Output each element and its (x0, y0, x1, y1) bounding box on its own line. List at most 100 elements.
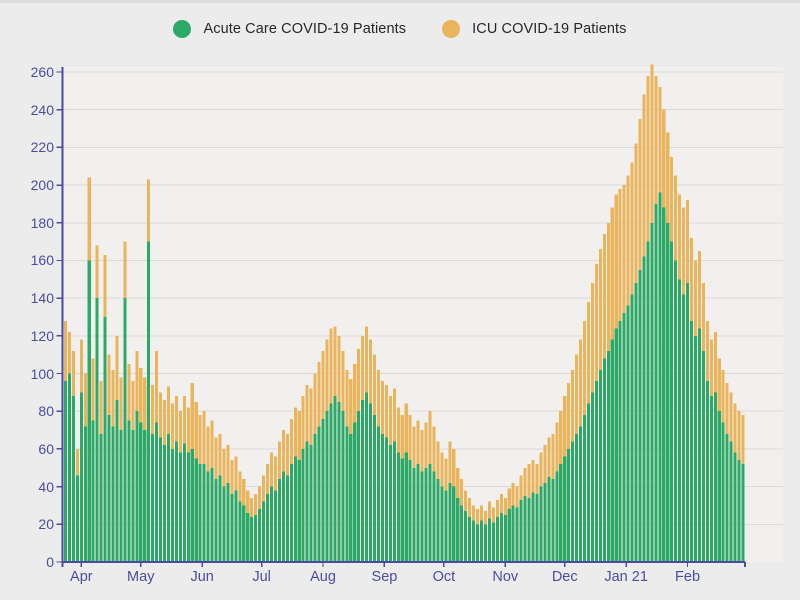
bar-icu[interactable] (689, 237, 694, 321)
bar-acute-care[interactable] (155, 422, 159, 562)
bar-icu[interactable] (246, 490, 250, 513)
bar-acute-care[interactable] (254, 514, 258, 562)
bar-icu[interactable] (79, 339, 83, 393)
bar-acute-care[interactable] (527, 497, 531, 562)
bar-icu[interactable] (721, 369, 725, 423)
bar-acute-care[interactable] (682, 294, 686, 562)
bar-acute-care[interactable] (293, 456, 297, 562)
bar-acute-care[interactable] (321, 418, 325, 562)
bar-acute-care[interactable] (404, 452, 408, 562)
bar-acute-care[interactable] (511, 505, 515, 562)
bar-acute-care[interactable] (269, 486, 274, 562)
bar-acute-care[interactable] (190, 448, 194, 562)
bar-acute-care[interactable] (214, 479, 218, 562)
bar-acute-care[interactable] (246, 513, 250, 562)
bar-acute-care[interactable] (309, 445, 313, 562)
bar-icu[interactable] (468, 497, 472, 517)
bar-acute-care[interactable] (151, 433, 155, 562)
bar-icu[interactable] (543, 445, 547, 483)
bar-acute-care[interactable] (472, 520, 476, 562)
bar-icu[interactable] (674, 175, 678, 261)
bar-icu[interactable] (436, 441, 440, 480)
bar-icu[interactable] (309, 388, 313, 446)
bar-acute-care[interactable] (428, 464, 432, 562)
bar-icu[interactable] (642, 94, 646, 257)
bar-acute-care[interactable] (594, 381, 598, 562)
bar-acute-care[interactable] (206, 471, 210, 562)
bar-icu[interactable] (682, 207, 686, 295)
bar-icu[interactable] (198, 415, 202, 464)
bar-icu[interactable] (618, 188, 622, 321)
bar-icu[interactable] (163, 399, 167, 446)
bar-acute-care[interactable] (717, 411, 721, 562)
bar-icu[interactable] (658, 87, 662, 193)
bar-icu[interactable] (670, 156, 674, 242)
bar-acute-care[interactable] (614, 328, 618, 562)
bar-icu[interactable] (464, 490, 468, 512)
bar-acute-care[interactable] (103, 317, 107, 562)
bar-acute-care[interactable] (586, 403, 591, 562)
bar-acute-care[interactable] (646, 241, 650, 562)
bar-icu[interactable] (103, 254, 107, 317)
bar-acute-care[interactable] (222, 486, 226, 562)
bar-acute-care[interactable] (721, 422, 725, 562)
bar-icu[interactable] (539, 452, 543, 487)
bar-acute-care[interactable] (83, 426, 87, 562)
bar-icu[interactable] (646, 75, 650, 242)
bar-icu[interactable] (396, 407, 400, 453)
bar-acute-care[interactable] (424, 467, 428, 562)
bar-icu[interactable] (487, 501, 491, 519)
bar-icu[interactable] (170, 403, 174, 449)
bar-icu[interactable] (737, 411, 741, 461)
bar-icu[interactable] (123, 241, 127, 299)
bar-icu[interactable] (614, 194, 618, 329)
bar-acute-care[interactable] (555, 471, 559, 562)
bar-icu[interactable] (392, 388, 396, 442)
bar-acute-care[interactable] (618, 320, 622, 562)
bar-acute-care[interactable] (333, 396, 337, 562)
bar-acute-care[interactable] (460, 505, 464, 562)
bar-icu[interactable] (63, 320, 68, 382)
bar-acute-care[interactable] (289, 464, 293, 562)
bar-acute-care[interactable] (523, 496, 527, 562)
bar-acute-care[interactable] (99, 433, 103, 562)
bar-icu[interactable] (400, 415, 404, 459)
bar-acute-care[interactable] (376, 426, 381, 562)
bar-acute-care[interactable] (87, 260, 91, 562)
bar-acute-care[interactable] (519, 499, 523, 562)
bar-acute-care[interactable] (729, 441, 733, 562)
bar-icu[interactable] (376, 369, 381, 427)
bar-acute-care[interactable] (329, 403, 333, 562)
bar-icu[interactable] (717, 358, 721, 412)
bar-acute-care[interactable] (277, 479, 281, 562)
bar-icu[interactable] (590, 283, 594, 393)
bar-acute-care[interactable] (543, 482, 547, 562)
bar-icu[interactable] (555, 422, 559, 472)
bar-icu[interactable] (567, 382, 571, 449)
bar-icu[interactable] (495, 499, 499, 517)
bar-acute-care[interactable] (551, 479, 555, 562)
bar-icu[interactable] (678, 194, 682, 280)
bar-acute-care[interactable] (697, 328, 701, 562)
bar-icu[interactable] (499, 494, 503, 513)
bar-acute-care[interactable] (388, 445, 392, 562)
bar-icu[interactable] (693, 260, 698, 336)
bar-acute-care[interactable] (499, 513, 503, 562)
bar-acute-care[interactable] (693, 335, 698, 562)
bar-icu[interactable] (456, 467, 460, 498)
bar-acute-care[interactable] (598, 369, 602, 562)
bar-icu[interactable] (317, 362, 321, 427)
bar-icu[interactable] (733, 403, 737, 453)
bar-acute-care[interactable] (250, 516, 254, 562)
bar-icu[interactable] (741, 415, 745, 464)
bar-icu[interactable] (262, 475, 266, 502)
bar-acute-care[interactable] (436, 479, 440, 562)
bar-icu[interactable] (479, 505, 484, 521)
bar-icu[interactable] (654, 75, 658, 204)
bar-acute-care[interactable] (416, 464, 420, 562)
bar-acute-care[interactable] (127, 420, 131, 562)
bar-acute-care[interactable] (503, 514, 507, 562)
bar-icu[interactable] (321, 350, 325, 419)
bar-acute-care[interactable] (119, 430, 123, 562)
bar-icu[interactable] (186, 407, 190, 453)
